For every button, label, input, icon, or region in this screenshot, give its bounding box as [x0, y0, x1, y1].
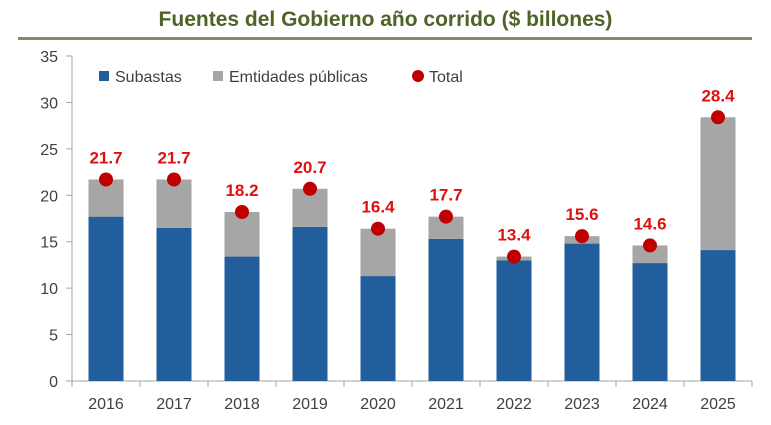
y-tick-label: 25 — [40, 142, 58, 159]
bar-entidades-publicas — [156, 179, 192, 228]
chart-title: Fuentes del Gobierno año corrido ($ bill… — [158, 8, 613, 31]
bar-entidades-publicas — [360, 228, 396, 277]
total-point — [575, 229, 589, 244]
y-tick-label: 5 — [49, 328, 58, 345]
x-tick-label: 2018 — [224, 396, 260, 413]
y-tick-label: 0 — [49, 374, 58, 391]
y-tick-label: 15 — [40, 235, 58, 252]
total-point — [371, 221, 385, 236]
bar-subastas — [360, 276, 396, 381]
x-tick-label: 2025 — [700, 396, 736, 413]
legend-swatch-subastas — [99, 71, 109, 81]
x-tick-label: 2023 — [564, 396, 600, 413]
bar-entidades-publicas — [700, 117, 736, 251]
bar-entidades-publicas — [632, 245, 668, 264]
total-point — [99, 172, 113, 187]
x-tick-label: 2017 — [156, 396, 192, 413]
total-point — [643, 238, 657, 253]
total-data-label: 21.7 — [157, 149, 190, 168]
total-data-label: 21.7 — [89, 149, 122, 168]
total-data-label: 14.6 — [633, 214, 666, 233]
legend-label-entidades: Emtidades públicas — [229, 69, 368, 86]
y-tick-label: 35 — [40, 49, 58, 66]
bar-entidades-publicas — [224, 212, 260, 257]
total-point — [235, 205, 249, 219]
total-data-label: 16.4 — [361, 198, 395, 217]
legend-swatch-entidades — [213, 71, 223, 81]
total-data-label: 15.6 — [565, 205, 598, 224]
bar-subastas — [224, 256, 260, 381]
bar-subastas — [564, 243, 600, 381]
x-tick-label: 2024 — [632, 396, 668, 413]
total-point — [303, 181, 317, 196]
bar-subastas — [496, 260, 532, 381]
total-point — [507, 249, 521, 264]
x-tick-label: 2022 — [496, 396, 532, 413]
bar-subastas — [156, 227, 192, 381]
total-data-label: 18.2 — [225, 181, 258, 200]
title-underline — [18, 37, 752, 40]
total-point — [439, 209, 453, 224]
bar-subastas — [700, 250, 736, 381]
x-tick-label: 2019 — [292, 396, 328, 413]
bar-subastas — [88, 216, 124, 381]
y-tick-label: 10 — [40, 281, 58, 298]
legend-marker-total — [412, 70, 424, 82]
total-data-label: 17.7 — [429, 186, 462, 205]
bar-subastas — [428, 238, 464, 381]
total-point — [167, 172, 181, 187]
x-tick-label: 2016 — [88, 396, 124, 413]
bar-entidades-publicas — [428, 216, 464, 239]
total-data-label: 13.4 — [497, 226, 531, 245]
x-tick-label: 2021 — [428, 396, 464, 413]
y-tick-label: 20 — [40, 188, 58, 205]
total-data-label: 20.7 — [293, 158, 326, 177]
total-point — [711, 110, 725, 125]
legend-label-subastas: Subastas — [115, 69, 182, 86]
bar-subastas — [632, 263, 668, 381]
y-tick-label: 30 — [40, 95, 58, 112]
legend-label-total: Total — [429, 69, 463, 86]
total-data-label: 28.4 — [701, 86, 735, 105]
bar-subastas — [292, 226, 328, 381]
x-tick-label: 2020 — [360, 396, 396, 413]
